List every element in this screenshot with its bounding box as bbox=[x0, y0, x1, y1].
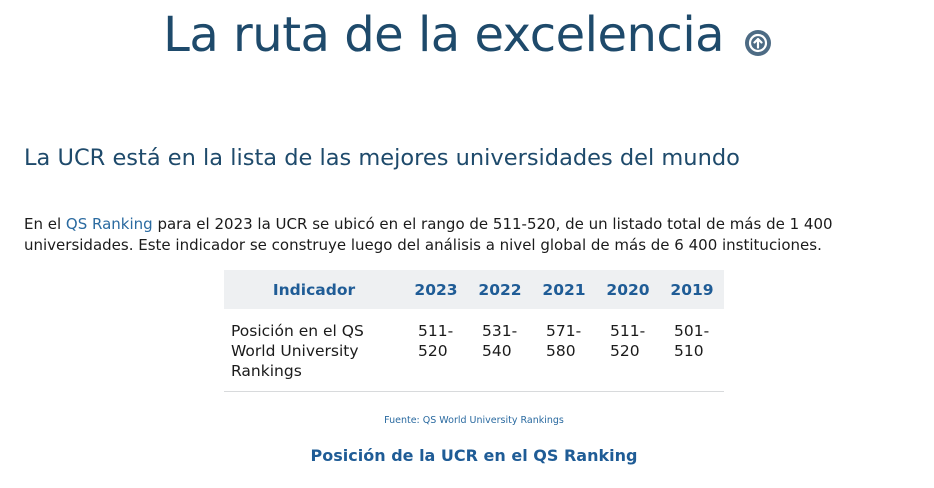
table-row: Posición en el QS World University Ranki… bbox=[224, 309, 724, 392]
value-cell-2021: 571-580 bbox=[532, 309, 596, 392]
page-title: La ruta de la excelencia bbox=[0, 4, 934, 63]
value-2022: 531-540 bbox=[482, 322, 518, 360]
value-cell-2022: 531-540 bbox=[468, 309, 532, 392]
value-2021: 571-580 bbox=[546, 322, 582, 360]
header-2022: 2022 bbox=[468, 270, 532, 309]
header-2019: 2019 bbox=[660, 270, 724, 309]
value-2019: 501-510 bbox=[674, 322, 710, 360]
value-2020: 511-520 bbox=[610, 322, 646, 360]
ranking-table: Indicador 2023 2022 2021 2020 2019 Posic… bbox=[224, 270, 724, 392]
intro-text-end: para el 2023 la UCR se ubicó en el rango… bbox=[24, 215, 833, 254]
header-2023: 2023 bbox=[404, 270, 468, 309]
section-heading: La UCR está en la lista de las mejores u… bbox=[24, 145, 740, 171]
header-2020: 2020 bbox=[596, 270, 660, 309]
indicator-cell: Posición en el QS World University Ranki… bbox=[224, 309, 404, 392]
value-cell-2023: 511-520 bbox=[404, 309, 468, 392]
header-2021: 2021 bbox=[532, 270, 596, 309]
intro-paragraph: En el QS Ranking para el 2023 la UCR se … bbox=[24, 214, 919, 256]
value-cell-2020: 511-520 bbox=[596, 309, 660, 392]
qs-ranking-link[interactable]: QS Ranking bbox=[65, 215, 153, 233]
source-note: Fuente: QS World University Rankings bbox=[384, 415, 564, 426]
header-indicador: Indicador bbox=[224, 270, 404, 309]
value-2023: 511-520 bbox=[418, 322, 454, 360]
table-header-row: Indicador 2023 2022 2021 2020 2019 bbox=[224, 270, 724, 309]
page-title-text: La ruta de la excelencia bbox=[163, 7, 725, 63]
intro-text-start: En el bbox=[24, 215, 66, 233]
arrow-up-circle-icon[interactable] bbox=[744, 30, 771, 56]
chart-caption: Posición de la UCR en el QS Ranking bbox=[310, 446, 638, 465]
value-cell-2019: 501-510 bbox=[660, 309, 724, 392]
